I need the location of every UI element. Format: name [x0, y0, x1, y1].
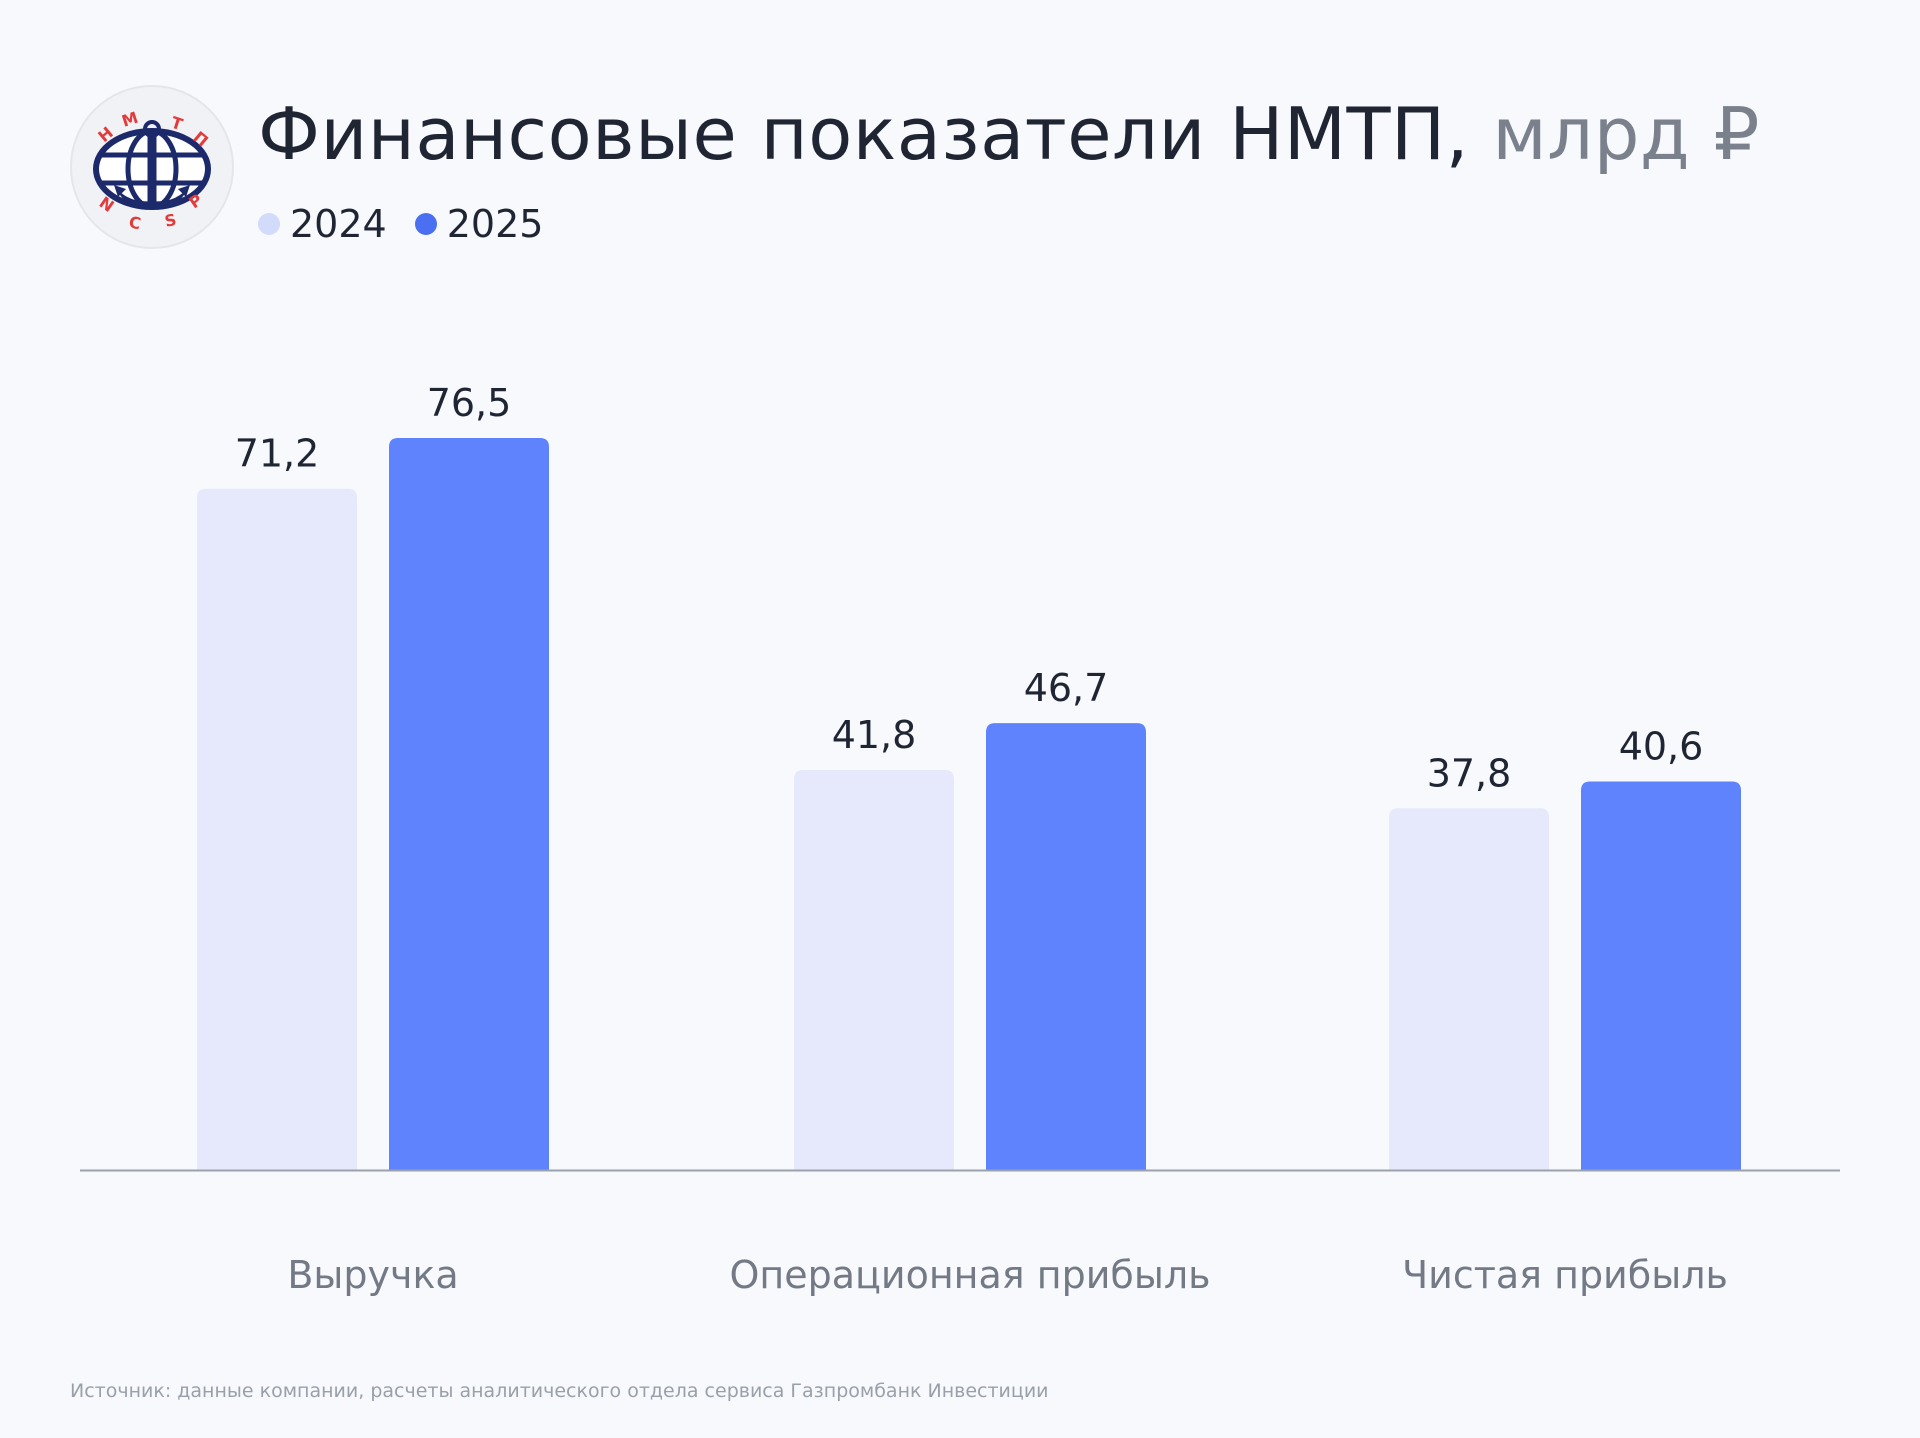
legend-label-2024: 2024: [290, 202, 387, 246]
data-label-2025-1: 46,7: [1024, 666, 1109, 710]
ncsp-logo: Н М Т П N C S P: [70, 85, 234, 249]
chart-legend: 2024 2025: [258, 202, 543, 246]
bar-2025-1: [986, 723, 1146, 1170]
bar-2025-2: [1581, 781, 1741, 1170]
bar-2024-2: [1389, 808, 1549, 1170]
legend-item-2025: 2025: [414, 202, 544, 246]
data-label-2025-0: 76,5: [427, 381, 512, 425]
legend-label-2025: 2025: [446, 202, 544, 246]
category-label-2: Чистая прибыль: [1402, 1253, 1728, 1297]
category-label-0: Выручка: [287, 1253, 458, 1297]
source-note: Источник: данные компании, расчеты анали…: [70, 1380, 1049, 1402]
legend-dot-2025: [414, 213, 437, 235]
data-label-2024-0: 71,2: [235, 432, 320, 476]
category-label-1: Операционная прибыль: [729, 1253, 1210, 1297]
data-label-2024-1: 41,8: [832, 713, 917, 757]
logo-letter-s-lat: S: [163, 210, 178, 231]
logo-letter-c-lat: C: [127, 212, 142, 233]
data-label-2024-2: 37,8: [1427, 751, 1512, 795]
chart-title-unit: млрд ₽: [1492, 92, 1760, 176]
legend-item-2024: 2024: [258, 202, 387, 246]
data-label-2025-2: 40,6: [1619, 725, 1704, 769]
legend-dot-2024: [258, 213, 280, 235]
chart-title: Финансовые показатели НМТП, млрд ₽: [258, 92, 1760, 176]
chart-title-main: Финансовые показатели НМТП,: [258, 92, 1469, 176]
bar-2024-0: [197, 488, 357, 1170]
logo-letter-m: М: [119, 108, 140, 131]
bar-2024-1: [794, 770, 954, 1170]
bar-2025-0: [389, 438, 549, 1170]
